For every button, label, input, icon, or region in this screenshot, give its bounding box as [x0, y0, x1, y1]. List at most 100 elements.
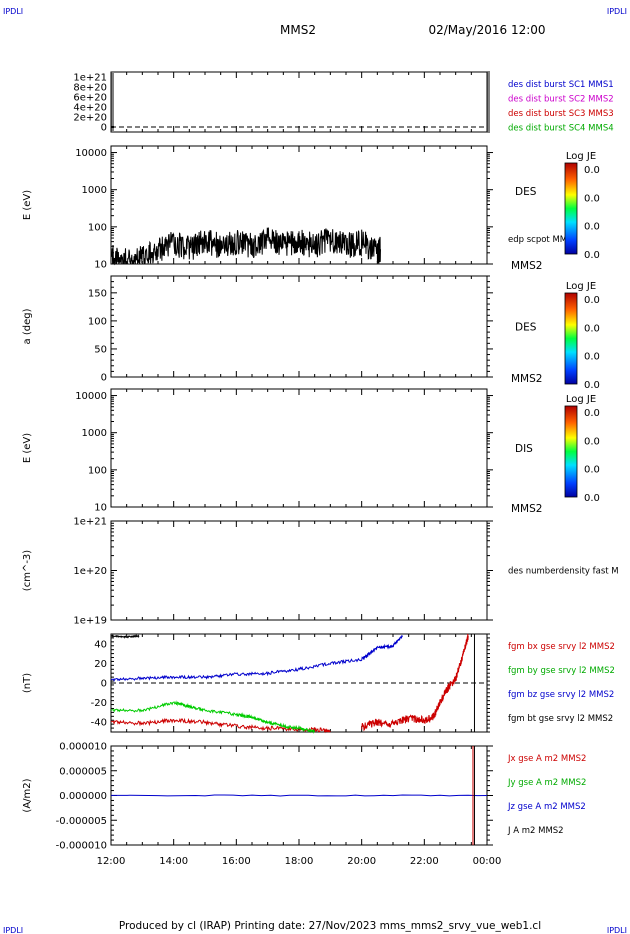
- colorbar: [564, 405, 578, 498]
- panel-frame: [110, 71, 488, 133]
- panel-des-pitch-angle: 150 100 50 0 a (deg) DES MMS2 Log JE 0.0 0.0 0.0 0.…: [22, 275, 600, 391]
- spacecraft-label: MMS2: [511, 373, 542, 385]
- by-series-line: [110, 700, 316, 734]
- colorbar-value: 0.0: [584, 436, 600, 447]
- footer-credit: Produced by cl (IRAP) Printing date: 27/…: [119, 920, 541, 932]
- y-tick-label: -0.000010: [56, 841, 107, 852]
- panel-frame: [110, 388, 488, 508]
- time-axis: 12:00 14:00 16:00 18:00 20:00 22:00 00:00: [97, 856, 502, 867]
- jz-series-line: [111, 794, 488, 797]
- corner-mark-top-left: IPDLI: [3, 7, 23, 16]
- y-tick-label: 8e+20: [73, 83, 107, 94]
- panel-frame: [110, 275, 488, 378]
- y-tick-label: 150: [88, 288, 107, 299]
- y-tick-label: 40: [94, 639, 107, 650]
- y-tick-label: 0.000000: [59, 791, 107, 802]
- y-tick-label: 1e+19: [73, 616, 107, 627]
- colorbar-title: Log JE: [566, 281, 596, 292]
- y-tick-label: 0.000005: [59, 766, 107, 777]
- y-tick-label: 0: [101, 679, 107, 690]
- colorbar-value: 0.0: [584, 465, 600, 476]
- legend-entry: Jy gse A m2 MMS2: [507, 778, 586, 788]
- spacecraft-label: MMS2: [511, 503, 542, 515]
- colorbar: [564, 162, 578, 255]
- y-axis-label: (nT): [22, 673, 33, 693]
- corner-mark-bottom-left: IPDLI: [3, 926, 23, 934]
- x-tick-label: 16:00: [222, 856, 251, 867]
- legend-entry: J A m2 MMS2: [507, 826, 564, 836]
- y-tick-label: 100: [88, 316, 107, 327]
- y-tick-label: 10: [94, 260, 107, 271]
- colorbar-value: 0.0: [584, 222, 600, 233]
- legend-entry: Jz gse A m2 MMS2: [507, 802, 586, 812]
- colorbar-title: Log JE: [566, 394, 596, 405]
- legend-entry: fgm bz gse srvy l2 MMS2: [508, 690, 614, 700]
- bx-series-line: [110, 717, 331, 734]
- spacecraft-title: MMS2: [280, 23, 316, 37]
- corner-mark-bottom-right: IPDLI: [607, 926, 627, 934]
- legend-entry: des dist burst SC4 MMS4: [508, 124, 614, 134]
- colorbar: [564, 292, 578, 385]
- panel-frame: [110, 520, 488, 621]
- colorbar-value: 0.0: [584, 165, 600, 176]
- y-tick-label: 1e+20: [73, 566, 107, 577]
- y-tick-label: 2e+20: [73, 113, 107, 124]
- y-tick-label: 0.000010: [59, 742, 107, 753]
- y-tick-label: 10000: [75, 148, 107, 159]
- colorbar-value: 0.0: [584, 352, 600, 363]
- spacecraft-label: MMS2: [511, 260, 542, 272]
- y-tick-label: 100: [88, 465, 107, 476]
- colorbar-value: 0.0: [584, 380, 600, 391]
- colorbar-value: 0.0: [584, 295, 600, 306]
- y-tick-label: 0: [101, 123, 107, 134]
- bx-series-line: [361, 633, 469, 732]
- y-tick-label: 10: [94, 503, 107, 514]
- legend-entry: fgm by gse srvy l2 MMS2: [508, 666, 615, 676]
- datetime-title: 02/May/2016 12:00: [428, 23, 545, 37]
- instrument-label: DES: [515, 186, 537, 198]
- x-tick-label: 00:00: [473, 856, 502, 867]
- y-axis-label: E (eV): [22, 190, 33, 220]
- x-tick-label: 22:00: [410, 856, 439, 867]
- colorbar-value: 0.0: [584, 193, 600, 204]
- y-tick-label: 20: [94, 659, 107, 670]
- y-axis-label: (A/m2): [22, 778, 33, 812]
- y-tick-label: 1e+21: [73, 517, 107, 528]
- y-tick-label: -20: [91, 698, 107, 709]
- y-tick-label: 0: [101, 373, 107, 384]
- legend-entry: des dist burst SC3 MMS3: [508, 109, 614, 119]
- legend-entry: des dist burst SC2 MMS2: [508, 95, 614, 105]
- y-tick-label: 1000: [82, 185, 107, 196]
- y-axis-label: a (deg): [22, 308, 33, 344]
- y-tick-label: -0.000005: [56, 816, 107, 827]
- panel-magnetic-field: 40 20 0 -20 -40 (nT) fgm bx gse srvy l2 MMS2 fg…: [22, 633, 615, 734]
- y-tick-label: 10000: [75, 391, 107, 402]
- y-tick-label: 6e+20: [73, 93, 107, 104]
- corner-mark-top-right: IPDLI: [607, 7, 627, 16]
- bz-series-line: [110, 635, 403, 682]
- colorbar-title: Log JE: [566, 151, 596, 162]
- colorbar-value: 0.0: [584, 323, 600, 334]
- y-tick-label: 50: [94, 344, 107, 355]
- panel-dis-energy-spectrogram: 10000 1000 100 10 E (eV) DIS MMS2 Log JE 0.0 0.0 0…: [22, 388, 600, 515]
- y-tick-label: 100: [88, 222, 107, 233]
- colorbar-value: 0.0: [584, 408, 600, 419]
- colorbar-value: 0.0: [584, 250, 600, 261]
- colorbar-value: 0.0: [584, 493, 600, 504]
- y-tick-label: 4e+20: [73, 103, 107, 114]
- y-axis-label: (cm^-3): [22, 550, 33, 591]
- x-tick-label: 18:00: [285, 856, 314, 867]
- x-tick-label: 20:00: [347, 856, 376, 867]
- y-tick-label: -40: [91, 718, 107, 729]
- x-tick-label: 14:00: [159, 856, 188, 867]
- y-axis-label: E (eV): [22, 433, 33, 463]
- y-tick-label: 1000: [82, 428, 107, 439]
- instrument-label: DIS: [515, 443, 533, 455]
- legend-entry: fgm bx gse srvy l2 MMS2: [508, 642, 615, 652]
- overlay-line-label: edp scpot MMS2: [508, 235, 578, 245]
- legend-entry: fgm bt gse srvy l2 MMS2: [508, 714, 613, 724]
- bt-series-line: [110, 633, 140, 639]
- panel-des-energy-spectrogram: 10000 1000 100 10 E (eV) DES MMS2 edp scpot MMS…: [22, 145, 600, 272]
